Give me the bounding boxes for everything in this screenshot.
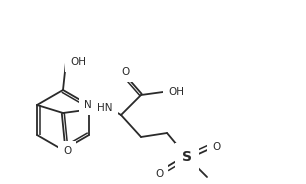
Text: O: O [155, 169, 163, 179]
Text: OH: OH [168, 87, 184, 97]
Text: OH: OH [70, 57, 86, 67]
Text: S: S [182, 150, 192, 164]
Text: HN: HN [97, 103, 113, 113]
Text: O: O [121, 67, 129, 77]
Text: N: N [84, 100, 92, 110]
Text: O: O [212, 142, 220, 152]
Text: O: O [63, 146, 71, 156]
